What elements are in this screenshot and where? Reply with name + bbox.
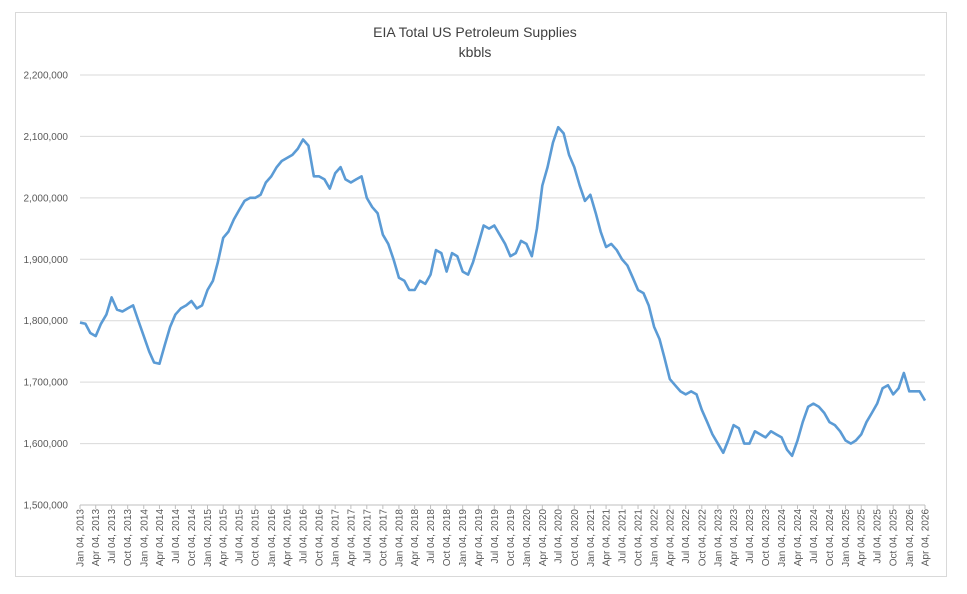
x-tick-label: Apr 04, 2025 (857, 509, 868, 567)
x-tick-label: Apr 04, 2017 (346, 509, 357, 567)
y-tick-label: 2,100,000 (24, 132, 69, 143)
x-tick-label: Jan 04, 2014 (139, 509, 150, 567)
x-tick-label: Jul 04, 2024 (809, 509, 820, 564)
x-tick-label: Jan 04, 2019 (458, 509, 469, 567)
chart-border (15, 12, 947, 577)
y-tick-label: 2,200,000 (24, 71, 69, 82)
x-tick-label: Jul 04, 2021 (617, 509, 628, 564)
y-tick-label: 1,500,000 (24, 501, 69, 512)
x-tick-label: Apr 04, 2024 (793, 509, 804, 567)
x-tick-label: Jan 04, 2024 (777, 509, 788, 567)
x-tick-label: Apr 04, 2023 (729, 509, 740, 567)
x-tick-label: Jul 04, 2014 (171, 509, 182, 564)
x-tick-label: Jul 04, 2016 (299, 509, 310, 564)
x-tick-label: Jul 04, 2020 (554, 509, 565, 564)
x-tick-label: Jul 04, 2025 (873, 509, 884, 564)
chart-subtitle: kbbls (459, 44, 492, 60)
chart-title: EIA Total US Petroleum Supplies (373, 24, 577, 40)
x-tick-label: Jan 04, 2013 (76, 509, 87, 567)
y-tick-label: 1,700,000 (24, 378, 69, 389)
x-tick-label: Jul 04, 2019 (490, 509, 501, 564)
x-tick-label: Jan 04, 2026 (905, 509, 916, 567)
x-tick-label: Jan 04, 2023 (713, 509, 724, 567)
y-tick-label: 1,600,000 (24, 439, 69, 450)
x-tick-label: Apr 04, 2016 (283, 509, 294, 567)
x-tick-label: Jul 04, 2023 (745, 509, 756, 564)
x-tick-label: Oct 04, 2020 (570, 509, 581, 567)
y-tick-label: 1,900,000 (24, 255, 69, 266)
x-tick-label: Jan 04, 2025 (841, 509, 852, 567)
x-tick-label: Jul 04, 2018 (426, 509, 437, 564)
x-tick-label: Jan 04, 2017 (331, 509, 342, 567)
x-tick-label: Oct 04, 2024 (825, 509, 836, 567)
x-tick-label: Jul 04, 2022 (681, 509, 692, 564)
x-tick-label: Oct 04, 2014 (187, 509, 198, 567)
x-tick-label: Oct 04, 2016 (315, 509, 326, 567)
x-tick-label: Oct 04, 2017 (378, 509, 389, 567)
x-tick-label: Oct 04, 2018 (442, 509, 453, 567)
x-tick-label: Apr 04, 2015 (219, 509, 230, 567)
x-tick-label: Apr 04, 2022 (665, 509, 676, 567)
x-tick-label: Jan 04, 2016 (267, 509, 278, 567)
x-tick-label: Apr 04, 2021 (602, 509, 613, 567)
x-tick-label: Apr 04, 2026 (921, 509, 932, 567)
x-tick-label: Jan 04, 2021 (586, 509, 597, 567)
x-tick-label: Jan 04, 2022 (650, 509, 661, 567)
y-tick-label: 2,000,000 (24, 193, 69, 204)
x-tick-label: Jul 04, 2013 (107, 509, 118, 564)
x-tick-label: Jan 04, 2018 (394, 509, 405, 567)
x-tick-label: Apr 04, 2018 (410, 509, 421, 567)
x-tick-label: Jan 04, 2020 (522, 509, 533, 567)
x-tick-label: Apr 04, 2013 (91, 509, 102, 567)
x-tick-label: Jan 04, 2015 (203, 509, 214, 567)
x-tick-label: Apr 04, 2019 (474, 509, 485, 567)
data-line (79, 125, 927, 458)
x-tick-label: Oct 04, 2022 (697, 509, 708, 567)
x-tick-label: Apr 04, 2014 (155, 509, 166, 567)
y-tick-label: 1,800,000 (24, 316, 69, 327)
x-tick-label: Oct 04, 2025 (889, 509, 900, 567)
x-tick-label: Jul 04, 2015 (235, 509, 246, 564)
x-tick-label: Oct 04, 2023 (761, 509, 772, 567)
x-tick-label: Jul 04, 2017 (362, 509, 373, 564)
x-tick-label: Oct 04, 2013 (123, 509, 134, 567)
x-tick-label: Oct 04, 2021 (634, 509, 645, 567)
x-tick-label: Oct 04, 2015 (251, 509, 262, 567)
x-tick-label: Oct 04, 2019 (506, 509, 517, 567)
x-tick-label: Apr 04, 2020 (538, 509, 549, 567)
